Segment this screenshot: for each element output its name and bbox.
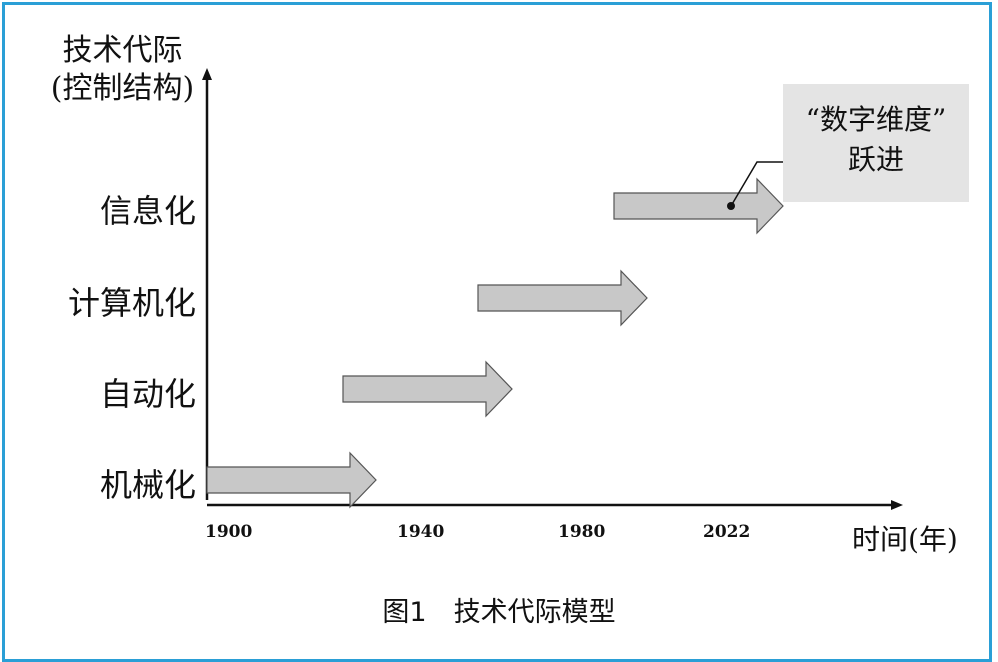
arrow-computerization	[477, 269, 648, 327]
level-label-mechanization: 机械化	[99, 466, 196, 504]
arrow-informatization	[613, 177, 784, 235]
y-axis-title-line2: (控制结构)	[50, 71, 195, 106]
level-label-informatization: 信息化	[99, 192, 196, 230]
callout-leader-dot	[727, 202, 735, 210]
x-axis-title: 时间(年)	[852, 523, 958, 556]
level-label-automation: 自动化	[99, 375, 196, 413]
x-tick-1900: 1900	[205, 522, 253, 542]
callout-box: “数字维度” 跃进	[783, 84, 969, 202]
x-tick-1940: 1940	[397, 522, 445, 542]
level-label-computerization: 计算机化	[67, 284, 196, 322]
y-axis-arrowhead	[202, 68, 212, 80]
diagram-canvas	[202, 68, 903, 510]
x-tick-2022: 2022	[703, 522, 751, 542]
y-axis-title-line1: 技术代际	[62, 33, 183, 68]
y-axis-title: 技术代际 (控制结构)	[40, 32, 205, 108]
callout-line1: “数字维度”	[805, 103, 947, 136]
callout-line2: 跃进	[847, 143, 904, 176]
figure-caption: 图1 技术代际模型	[382, 597, 616, 628]
x-axis-arrowhead	[891, 500, 903, 510]
x-tick-1980: 1980	[558, 522, 606, 542]
callout-leader-line	[730, 161, 783, 207]
arrow-mechanization	[206, 451, 377, 509]
arrow-automation	[342, 360, 513, 418]
